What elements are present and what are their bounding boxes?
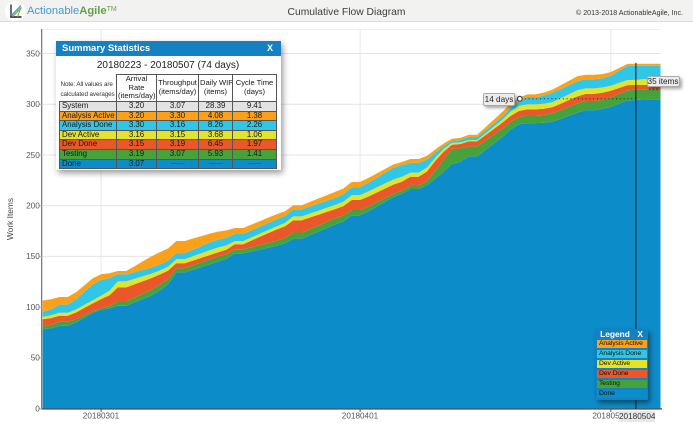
svg-text:250: 250 <box>26 151 40 160</box>
svg-text:0: 0 <box>35 404 40 413</box>
svg-text:50: 50 <box>31 354 41 363</box>
svg-text:20180401: 20180401 <box>342 412 379 421</box>
svg-text:300: 300 <box>26 100 40 109</box>
svg-text:200: 200 <box>26 202 40 211</box>
svg-text:20180301: 20180301 <box>83 412 120 421</box>
svg-text:201805: 201805 <box>592 412 620 421</box>
svg-text:150: 150 <box>26 252 40 261</box>
svg-text:350: 350 <box>26 49 40 58</box>
svg-text:100: 100 <box>26 303 40 312</box>
svg-text:Work Items: Work Items <box>5 198 15 240</box>
